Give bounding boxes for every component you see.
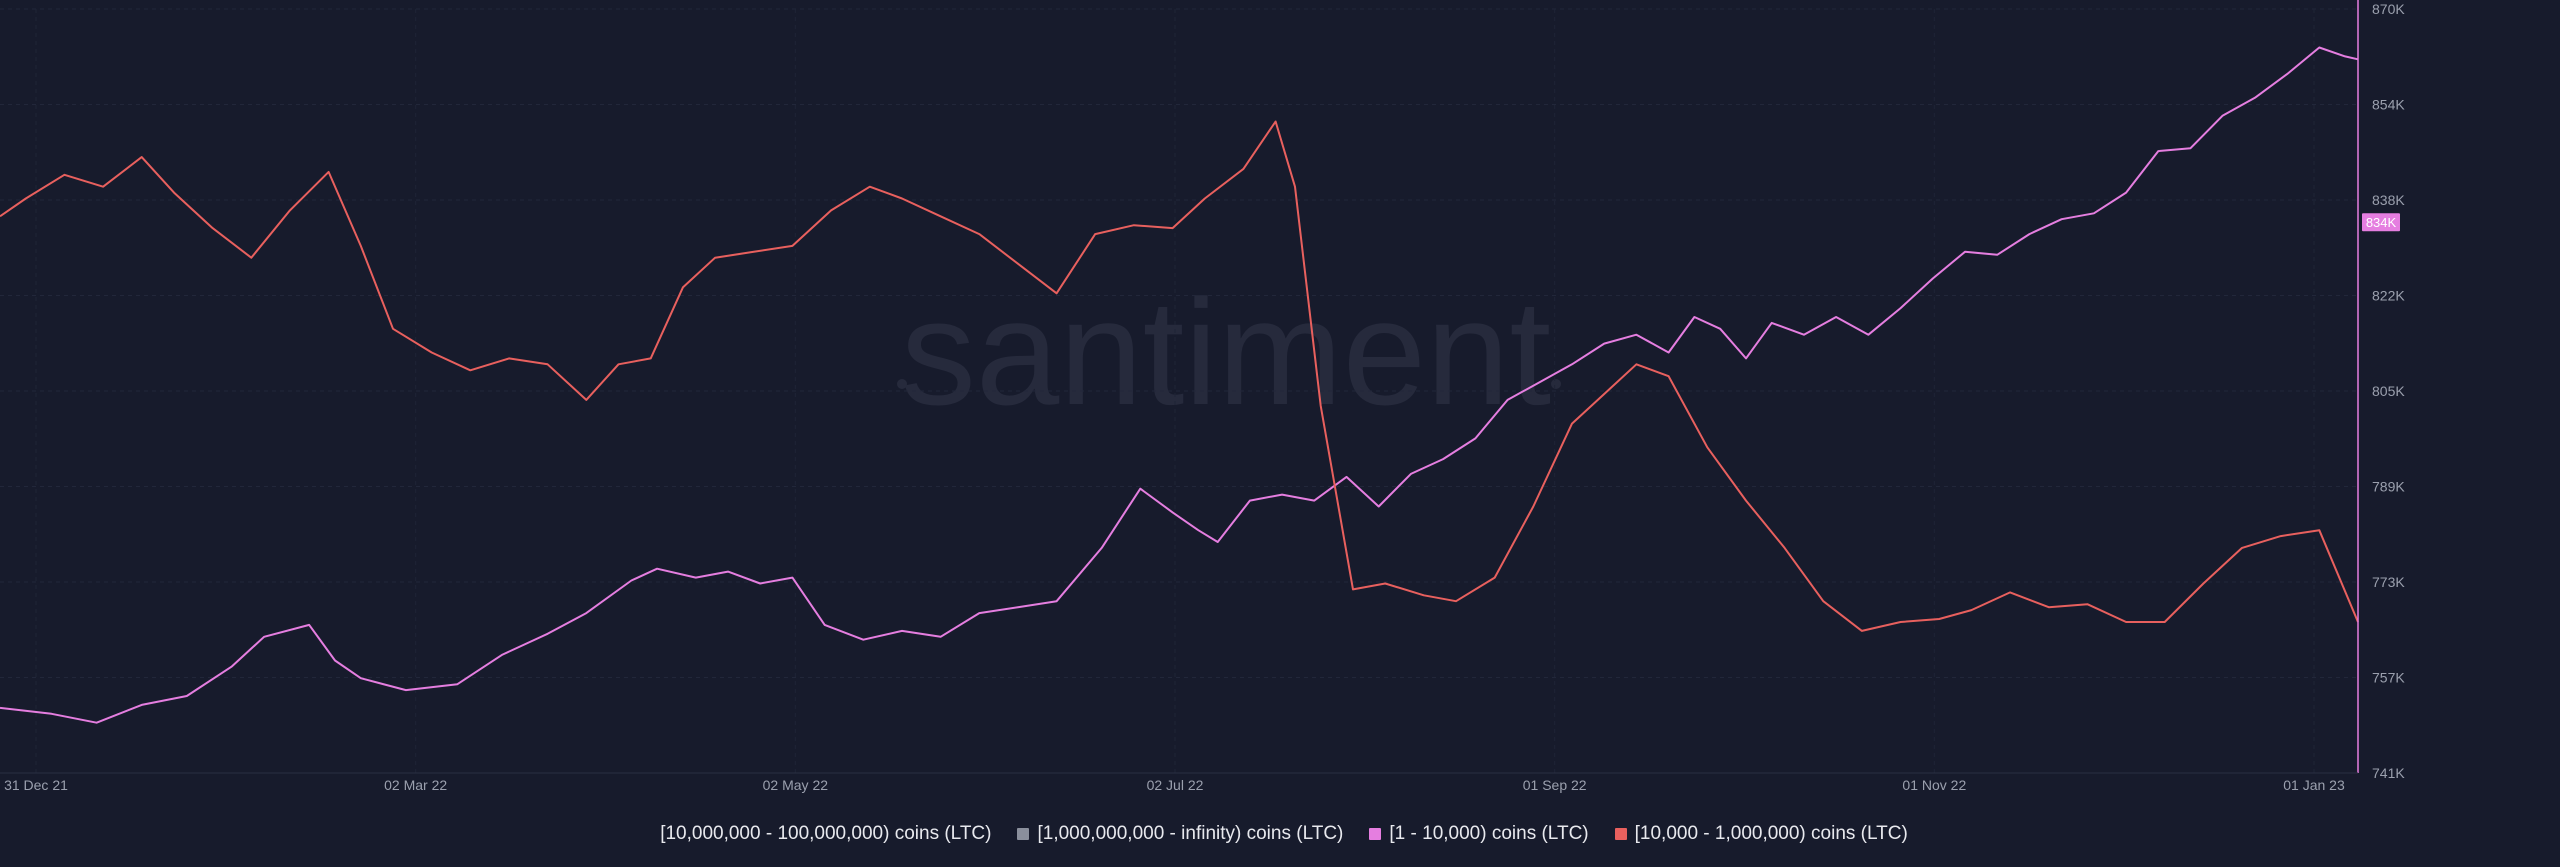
legend-item-10k-1m[interactable]: [10,000 - 1,000,000) coins (LTC) [1614,823,1908,845]
y-tick-label: 854K [2372,97,2405,113]
x-tick-label: 01 Jan 23 [2283,777,2345,793]
legend-item-1-10k[interactable]: [1 - 10,000) coins (LTC) [1369,823,1589,845]
legend-label: [10,000 - 1,000,000) coins (LTC) [1634,823,1908,844]
current-value-badge [2362,213,2400,232]
line-chart: santiment 870K 854K 838K 822K 805K 789K 773K 75… [0,0,2405,793]
watermark-text: santiment [901,268,1551,436]
series-line-1 [0,120,2359,632]
series-line-0 [0,46,2359,724]
legend-swatch-icon [1614,828,1627,840]
y-tick-label: 838K [2372,192,2405,208]
x-tick-label: 31 Dec 21 [4,777,68,793]
y-tick-label: 789K [2372,479,2405,495]
y-tick-label: 822K [2372,288,2405,304]
axes: 870K 854K 838K 822K 805K 789K 773K 757K 741K 31 D… [0,0,2405,793]
legend-swatch-icon [1369,828,1382,840]
y-tick-label: 870K [2372,1,2405,17]
legend-label: [1,000,000,000 - infinity) coins (LTC) [1037,823,1344,844]
series-lines [0,46,2359,724]
legend: [10,000,000 - 100,000,000) coins (LTC) [… [0,818,2560,850]
y-tick-label: 773K [2372,574,2405,590]
watermark-dot-right [1551,379,1561,389]
x-tick-label: 02 Jul 22 [1147,777,1204,793]
legend-swatch-icon [1017,828,1030,840]
legend-label: [10,000,000 - 100,000,000) coins (LTC) [660,823,992,844]
y-tick-label: 757K [2372,670,2405,686]
x-tick-label: 01 Sep 22 [1523,777,1587,793]
current-value-badge-label: 834K [2366,215,2397,230]
watermark-dot-left [897,379,907,389]
legend-item-1b-infinity[interactable]: [1,000,000,000 - infinity) coins (LTC) [1017,823,1343,845]
legend-item-10m-100m[interactable]: [10,000,000 - 100,000,000) coins (LTC) [652,823,991,845]
y-tick-label: 805K [2372,383,2405,399]
y-tick-label: 741K [2372,765,2405,781]
x-tick-label: 02 May 22 [763,777,829,793]
grid-lines [0,8,2358,774]
x-tick-label: 02 Mar 22 [384,777,447,793]
x-tick-label: 01 Nov 22 [1902,777,1966,793]
legend-label: [1 - 10,000) coins (LTC) [1389,823,1589,844]
